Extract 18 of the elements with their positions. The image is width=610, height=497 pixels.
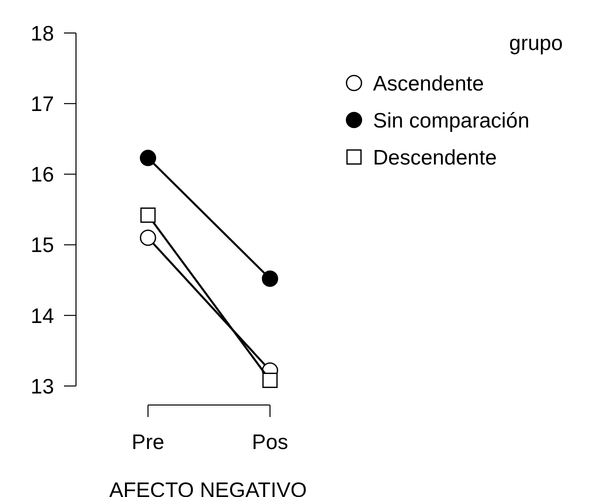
legend-title: grupo	[509, 32, 563, 55]
y-tick-label: 13	[30, 375, 54, 398]
point	[262, 270, 278, 287]
point	[140, 150, 156, 166]
point	[140, 208, 156, 223]
legend-label: Sin comparación	[373, 109, 530, 132]
y-tick-label: 17	[30, 92, 54, 116]
legend-label: Ascendente	[373, 72, 484, 96]
legend-label: Descendente	[373, 146, 497, 170]
point	[262, 372, 278, 388]
y-tick-label: 14	[30, 304, 54, 328]
x-tick-label: Pre	[132, 431, 164, 454]
y-tick-label: 18	[30, 22, 54, 46]
point	[140, 230, 156, 246]
x-axis-title: AFECTO NEGATIVO	[109, 479, 307, 497]
y-tick-label: 16	[30, 164, 54, 187]
x-tick-label: Pos	[252, 431, 288, 454]
y-tick-label: 15	[30, 234, 54, 258]
